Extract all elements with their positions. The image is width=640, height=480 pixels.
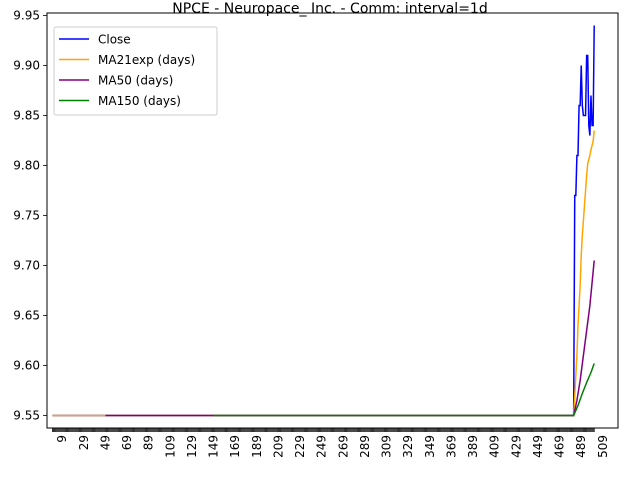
y-tick-label: 9.90 [13,59,40,73]
x-tick-label: 289 [358,435,372,458]
y-tick-label: 9.55 [13,409,40,423]
x-tick-label: 29 [77,435,91,450]
y-tick-label: 9.75 [13,209,40,223]
x-tick-label: 229 [293,435,307,458]
x-tick-label: 189 [250,435,264,458]
series-line-ma21exp-days [52,130,595,417]
y-tick-label: 9.95 [13,9,40,23]
legend-label: MA50 (days) [98,74,173,88]
x-tick-label: 389 [466,435,480,458]
x-axis: 9 29 49 69 89 109 129 149 169 189 209 229 249 269 289 3… [52,428,610,458]
x-tick-label: 249 [315,435,329,458]
x-tick-label: 349 [423,435,437,458]
x-tick-label: 109 [163,435,177,458]
x-tick-label: 269 [336,435,350,458]
x-tick-label: 409 [488,435,502,458]
series-line-close [52,25,595,417]
x-tick-label: 69 [120,435,134,450]
x-tick-label: 429 [509,435,523,458]
x-tick-label: 489 [574,435,588,458]
x-tick-label: 369 [444,435,458,458]
legend: Close MA21exp (days) MA50 (days) MA150 (day… [53,26,218,116]
series-line-ma50-days [105,260,595,417]
x-tick-label: 129 [185,435,199,458]
x-tick-label: 329 [401,435,415,458]
y-tick-label: 9.80 [13,159,40,173]
series-line-ma150-days [213,363,595,417]
y-tick-label: 9.65 [13,309,40,323]
series-layer [52,25,595,417]
y-axis: 9.55 9.60 9.65 9.70 9.75 9.80 9.85 9.90 9.95 [13,9,47,423]
legend-label: MA21exp (days) [98,53,195,67]
x-tick-label: 169 [228,435,242,458]
x-tick-label: 9 [55,435,69,443]
x-tick-label: 309 [380,435,394,458]
y-tick-label: 9.70 [13,259,40,273]
legend-box [53,26,218,116]
y-tick-label: 9.60 [13,359,40,373]
x-tick-label: 89 [142,435,156,450]
x-tick-label: 449 [531,435,545,458]
x-minor-ticks [52,428,595,432]
x-tick-label: 49 [98,435,112,450]
x-tick-label: 209 [271,435,285,458]
x-tick-label: 149 [207,435,221,458]
x-tick-label: 509 [596,435,610,458]
x-tick-label: 469 [553,435,567,458]
legend-label: MA150 (days) [98,94,181,108]
y-tick-label: 9.85 [13,109,40,123]
chart-title: NPCE - Neuropace_ Inc. - Comm: interval=… [172,1,487,17]
legend-label: Close [98,33,131,47]
